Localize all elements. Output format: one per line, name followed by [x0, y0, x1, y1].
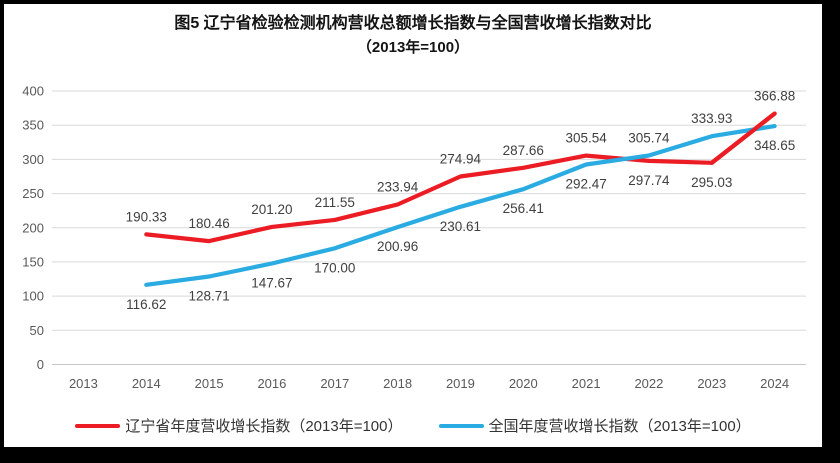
x-tick-label: 2014 [132, 376, 161, 391]
data-label: 233.94 [377, 180, 419, 195]
x-tick-label: 2018 [383, 376, 412, 391]
y-tick-label: 200 [22, 220, 44, 235]
y-tick-label: 150 [22, 254, 44, 269]
x-tick-label: 2017 [320, 376, 349, 391]
data-label: 180.46 [188, 216, 229, 231]
data-label: 295.03 [691, 175, 732, 190]
legend-swatch-liaoning [75, 423, 121, 428]
series-line-national [144, 123, 777, 287]
data-label: 305.54 [565, 131, 607, 146]
data-label: 256.41 [503, 201, 544, 216]
data-label: 348.65 [754, 138, 795, 153]
data-label: 292.47 [565, 177, 606, 192]
legend-item-national: 全国年度营收增长指数（2013年=100） [438, 415, 751, 436]
series-line-liaoning-top-segment [709, 111, 777, 165]
legend-item-liaoning: 辽宁省年度营收增长指数（2013年=100） [75, 415, 403, 436]
chart-title-line1: 图5 辽宁省检验检测机构营收总额增长指数与全国营收增长指数对比 [174, 15, 652, 32]
x-tick-label: 2013 [69, 376, 98, 391]
legend-swatch-national [438, 423, 484, 428]
data-label: 128.71 [188, 289, 229, 304]
chart-title-line2: （2013年=100） [356, 39, 470, 56]
data-label: 274.94 [440, 152, 482, 167]
data-label: 211.55 [315, 195, 355, 210]
y-tick-label: 350 [22, 118, 44, 133]
y-tick-label: 0 [37, 357, 44, 372]
data-label: 287.66 [503, 143, 544, 158]
x-tick-label: 2016 [257, 376, 286, 391]
data-label: 230.61 [440, 219, 481, 234]
series-line-liaoning [144, 111, 777, 244]
data-label: 190.33 [126, 209, 167, 224]
data-label: 200.96 [377, 239, 418, 254]
data-label: 366.88 [754, 89, 795, 104]
x-tick-label: 2015 [195, 376, 224, 391]
y-tick-label: 100 [22, 289, 44, 304]
x-tick-label: 2024 [760, 376, 789, 391]
y-tick-label: 50 [30, 323, 44, 338]
y-tick-label: 400 [22, 84, 44, 99]
data-label: 333.93 [691, 111, 732, 126]
chart-title: 图5 辽宁省检验检测机构营收总额增长指数与全国营收增长指数对比 （2013年=1… [4, 12, 822, 60]
data-label: 147.67 [251, 276, 292, 291]
data-label: 305.74 [628, 131, 670, 146]
x-tick-label: 2022 [634, 376, 663, 391]
legend-label-national: 全国年度营收增长指数（2013年=100） [488, 418, 751, 435]
data-label: 297.74 [628, 173, 670, 188]
chart-background [4, 4, 822, 447]
data-label: 201.20 [251, 202, 292, 217]
y-tick-label: 300 [22, 152, 44, 167]
x-tick-label: 2019 [446, 376, 475, 391]
x-tick-label: 2023 [697, 376, 726, 391]
x-tick-label: 2020 [509, 376, 538, 391]
data-label: 170.00 [314, 260, 355, 275]
data-label: 116.62 [126, 297, 166, 312]
x-tick-label: 2021 [572, 376, 601, 391]
y-tick-label: 250 [22, 186, 44, 201]
legend: 辽宁省年度营收增长指数（2013年=100） 全国年度营收增长指数（2013年=… [4, 415, 822, 436]
legend-label-liaoning: 辽宁省年度营收增长指数（2013年=100） [125, 418, 403, 435]
